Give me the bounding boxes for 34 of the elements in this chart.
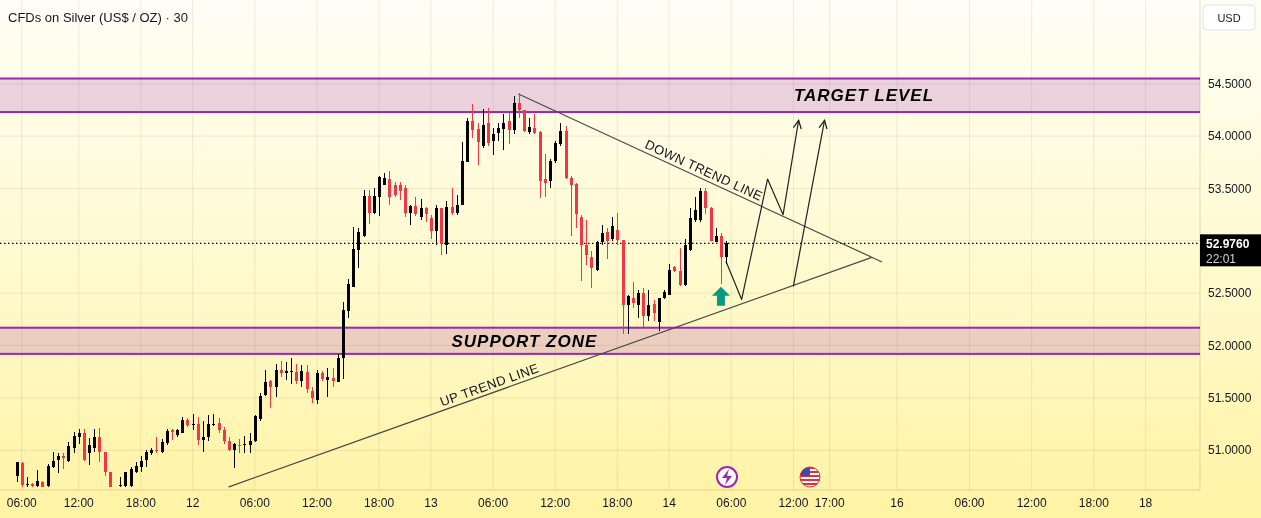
- y-tick-label: 54.5000: [1208, 76, 1252, 91]
- x-tick-label: 18:00: [125, 496, 157, 510]
- x-tick-label: 12:00: [778, 496, 809, 510]
- x-tick-label: 06:00: [716, 496, 747, 510]
- text: UP TREND LINE: [438, 360, 541, 410]
- x-tick-label: 18:00: [1078, 496, 1110, 510]
- x-tick-label: 16: [890, 496, 905, 510]
- band-label: TARGET LEVEL: [793, 86, 935, 106]
- y-tick-label: 54.0000: [1208, 129, 1252, 144]
- ref-line-label: 52.9760: [1206, 236, 1250, 251]
- band-label: SUPPORT ZONE: [451, 331, 598, 351]
- x-tick-label: 12:00: [1016, 496, 1048, 510]
- x-tick-label: 12:00: [540, 496, 571, 510]
- x-tick-label: 17:00: [814, 496, 846, 510]
- x-tick-label: 13: [424, 496, 438, 510]
- x-tick-label: 06:00: [478, 496, 509, 510]
- x-tick-label: 18:00: [364, 496, 395, 510]
- x-tick-label: 12: [186, 496, 200, 510]
- x-tick-label: 12:00: [63, 496, 95, 510]
- x-tick-label: 18:00: [602, 496, 633, 510]
- y-tick-label: 52.0000: [1208, 338, 1252, 353]
- text: 22:01: [1206, 251, 1237, 266]
- y-tick-label: 52.5000: [1208, 286, 1252, 301]
- y-tick-label: 51.0000: [1208, 443, 1252, 458]
- x-tick-label: 12:00: [301, 496, 333, 510]
- y-tick-label: 51.5000: [1208, 391, 1252, 406]
- text: USD: [1217, 11, 1241, 24]
- x-tick-label: 18: [1138, 496, 1153, 510]
- y-tick-label: 53.5000: [1208, 181, 1252, 196]
- text: CFDs on Silver (US$ / OZ) · 30: [8, 10, 188, 25]
- x-tick-label: 14: [662, 496, 677, 510]
- x-tick-label: 06:00: [954, 496, 985, 510]
- x-tick-label: 06:00: [239, 496, 271, 510]
- x-tick-label: 06:00: [6, 496, 38, 510]
